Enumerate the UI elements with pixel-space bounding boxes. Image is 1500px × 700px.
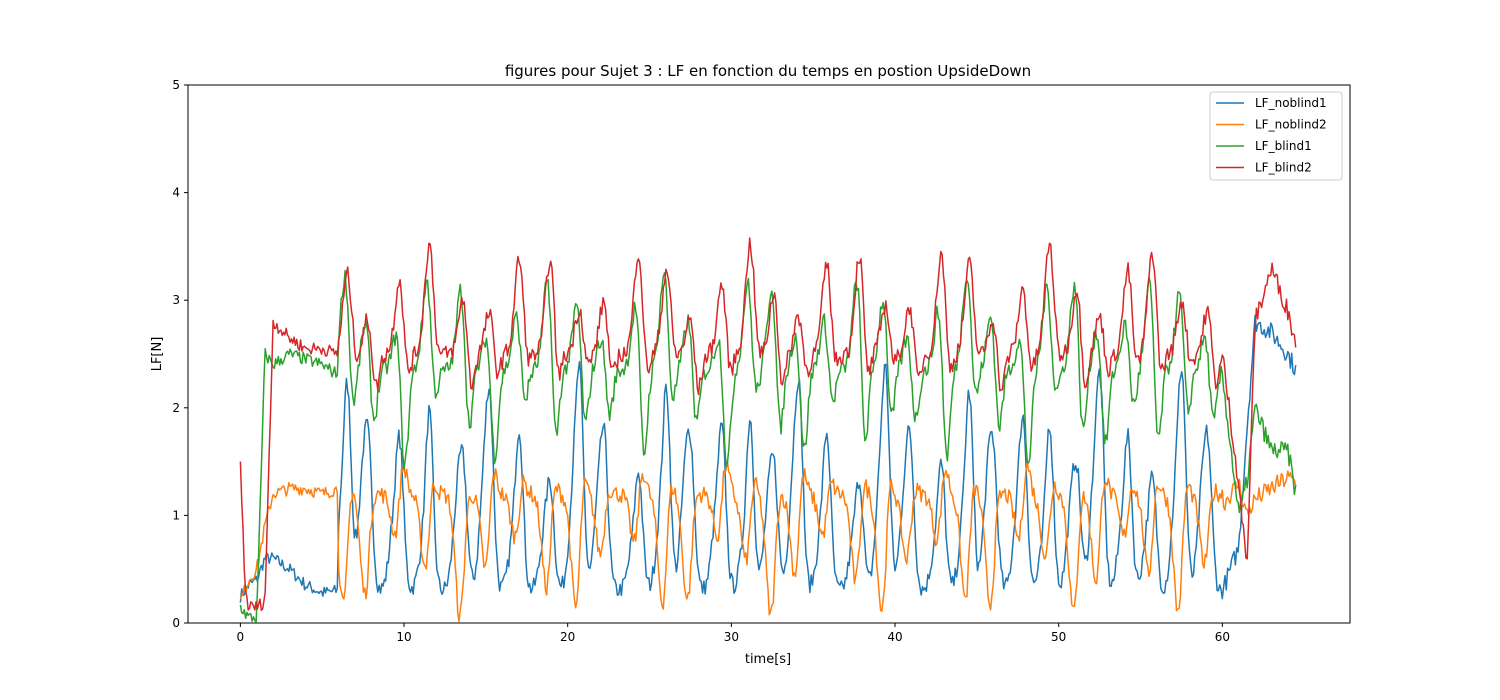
plot-frame [187,84,1351,624]
series-line-LF_noblind1 [239,314,1297,603]
series-line-LF_noblind2 [239,460,1297,623]
y-tick-label: 2 [172,401,180,415]
x-tick-label: 10 [396,630,411,644]
x-tick-label: 50 [1051,630,1066,644]
x-tick-label: 20 [560,630,575,644]
legend-label: LF_noblind2 [1255,118,1327,132]
x-tick-label: 30 [724,630,739,644]
x-tick-label: 0 [237,630,245,644]
y-tick-label: 5 [172,78,180,92]
x-tick-label: 60 [1215,630,1230,644]
plot-area: 0 10 20 30 40 50 60 0 1 2 3 4 5 [172,78,1351,644]
series-line-LF_blind1 [239,269,1297,623]
y-tick-label: 4 [172,186,180,200]
x-axis-label: time[s] [745,652,791,667]
legend-label: LF_blind2 [1255,161,1312,175]
chart-title: figures pour Sujet 3 : LF en fonction du… [505,62,1031,80]
y-axis-label: LF[N] [150,337,165,372]
y-tick-label: 1 [172,508,180,522]
legend: LF_noblind1 LF_noblind2 LF_blind1 LF_blind2 [1209,91,1343,181]
legend-box [1209,91,1343,181]
series-line-LF_blind2 [239,237,1297,612]
legend-label: LF_noblind1 [1255,96,1327,110]
x-tick-label: 40 [887,630,902,644]
legend-label: LF_blind1 [1255,139,1312,153]
y-tick-label: 0 [172,616,180,630]
y-tick-label: 3 [172,293,180,307]
